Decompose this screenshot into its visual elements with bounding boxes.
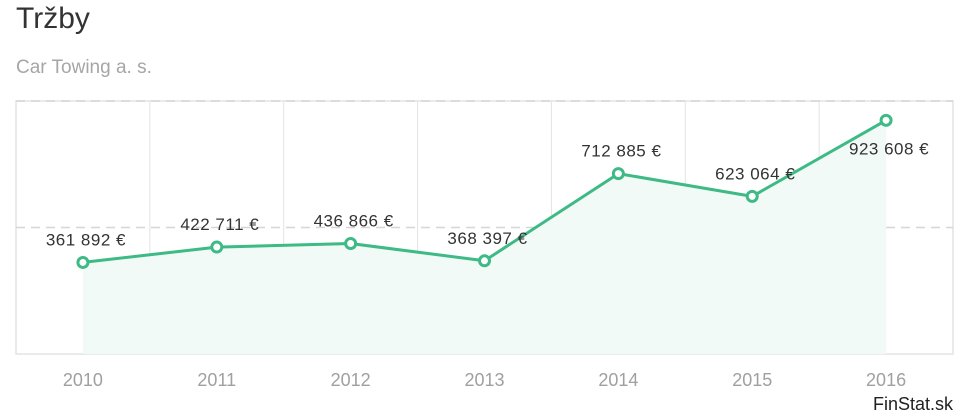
data-label: 923 608 € [849,139,929,158]
data-label: 368 397 € [447,229,527,248]
data-point[interactable] [745,189,759,203]
data-label: 623 064 € [715,164,795,183]
area-fill [82,120,887,354]
data-label: 712 885 € [581,142,661,161]
x-axis-ticks: 2010 2011 2012 2013 2014 2015 2016 [63,370,906,390]
data-labels: 361 892 € 422 711 € 436 866 € 368 397 € 712 … [46,139,929,249]
data-point[interactable] [210,240,224,254]
data-point[interactable] [344,236,358,250]
data-label: 361 892 € [46,230,126,249]
data-point[interactable] [478,254,491,268]
x-tick-label: 2014 [598,370,638,390]
x-tick-label: 2015 [732,370,772,390]
x-tick-label: 2010 [63,370,103,390]
data-label: 422 711 € [180,215,259,234]
x-tick-label: 2011 [197,370,236,390]
credit-link[interactable]: FinStat.sk [872,394,953,414]
data-points [76,113,893,269]
x-tick-label: 2012 [331,370,371,390]
chart-subtitle: Car Towing a. s. [16,57,152,78]
data-label: 436 866 € [314,211,394,230]
data-point[interactable] [76,255,90,269]
x-tick-label: 2013 [464,370,504,390]
chart-title: Tržby [16,2,90,35]
x-tick-label: 2016 [866,370,906,390]
data-point[interactable] [611,167,625,181]
data-point[interactable] [879,113,893,127]
